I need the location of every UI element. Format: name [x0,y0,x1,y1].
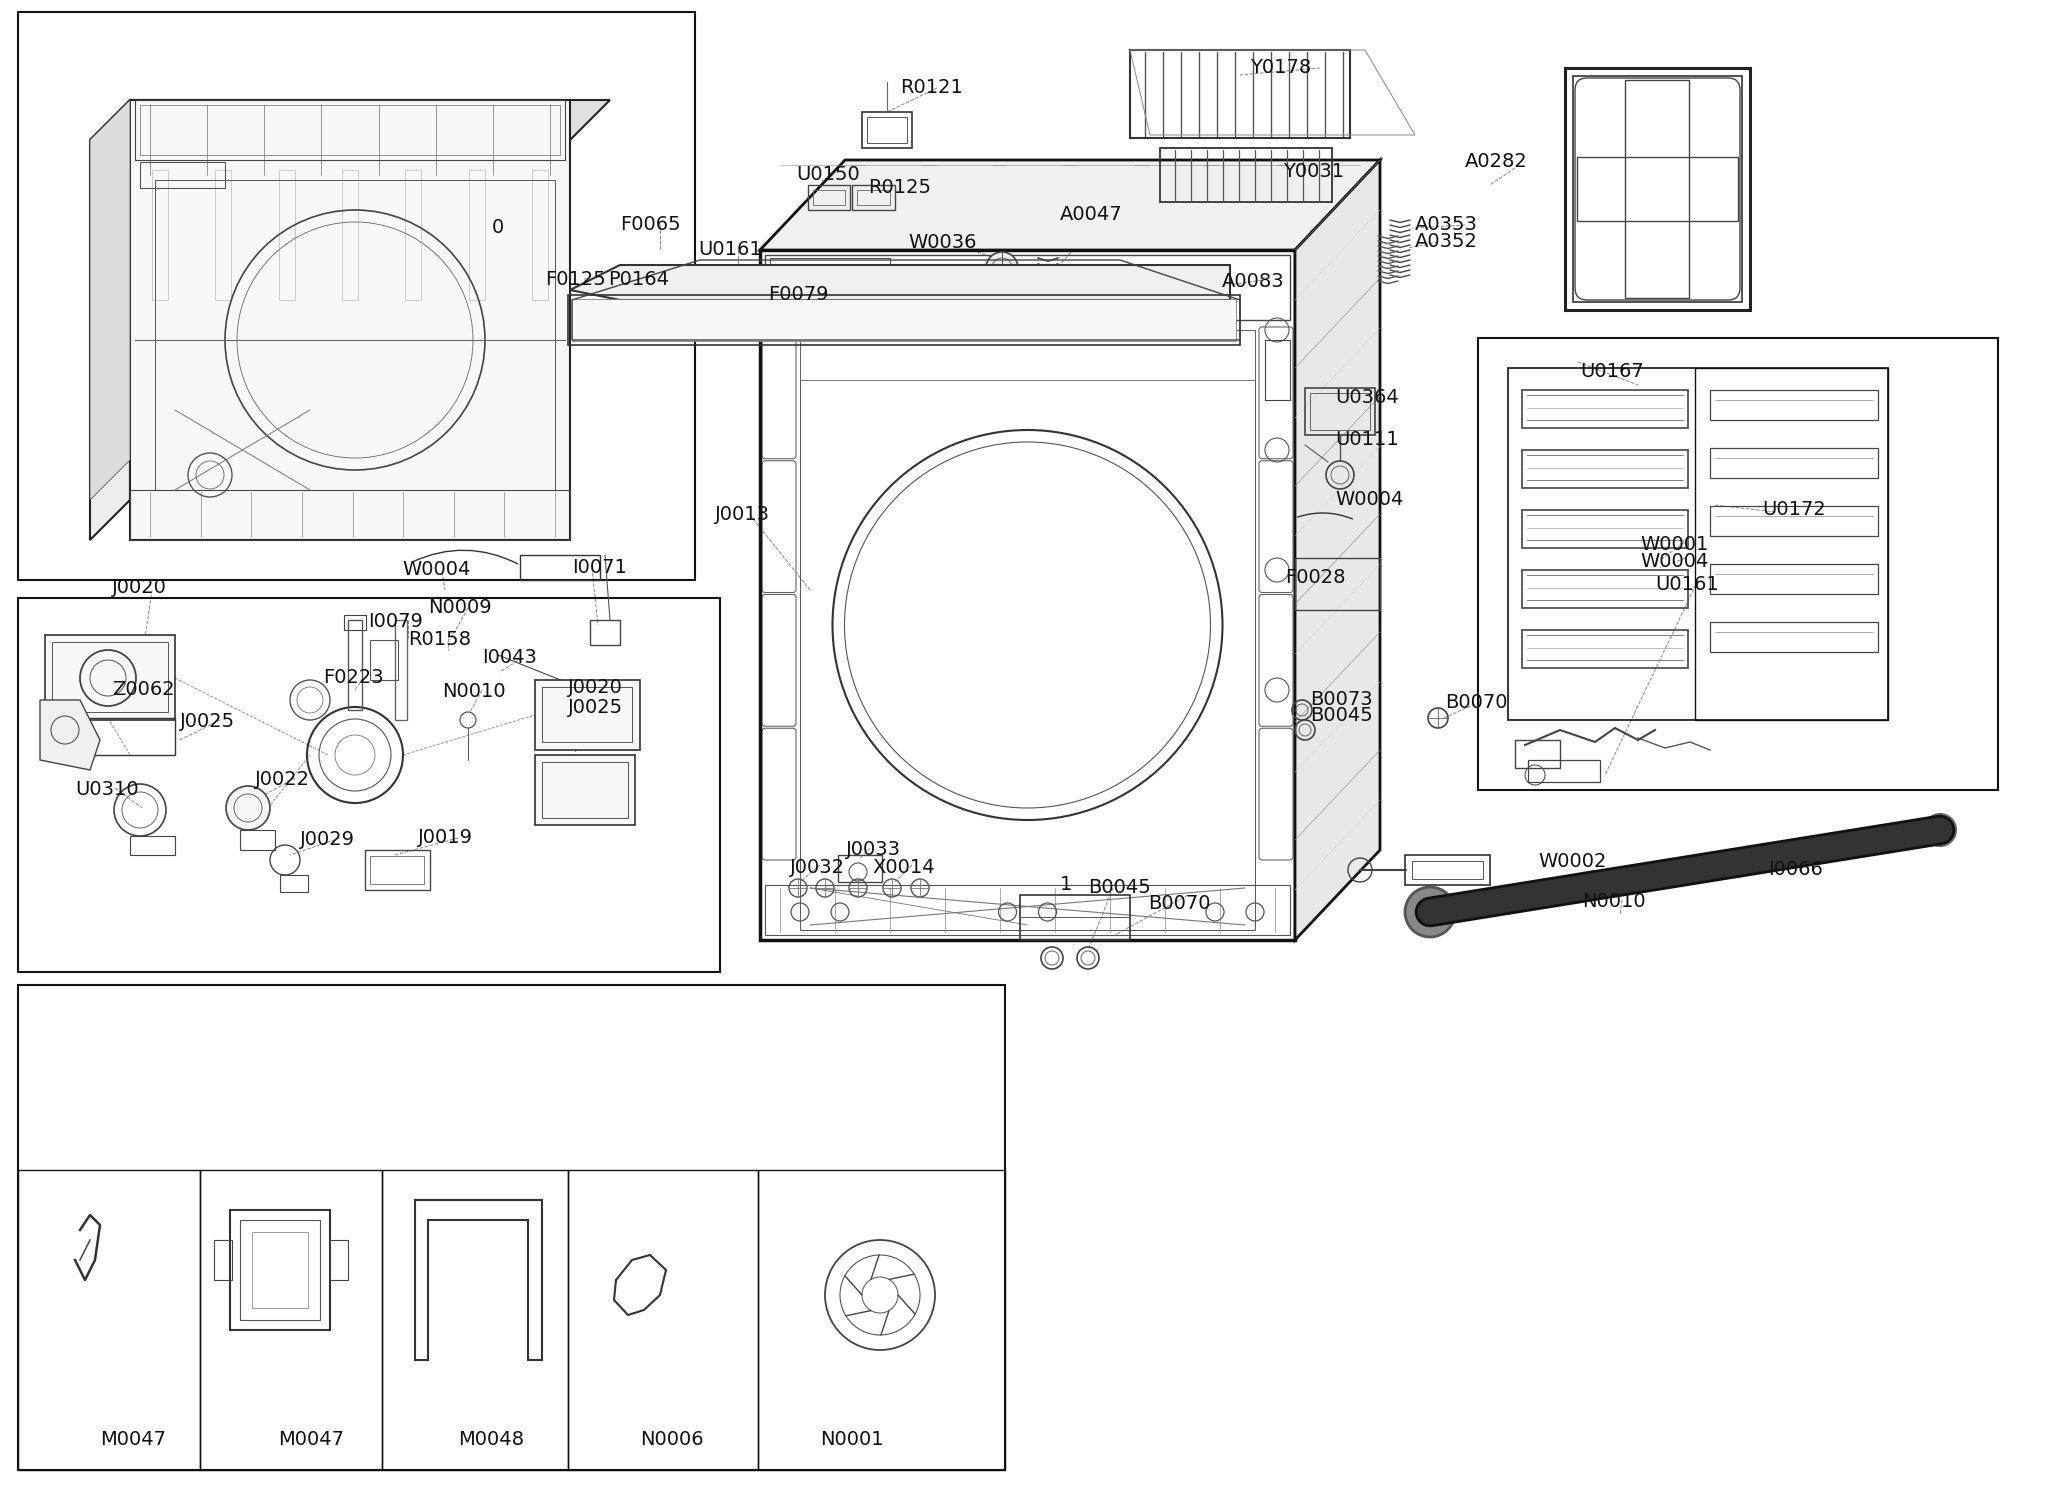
Text: B0070: B0070 [1446,694,1507,712]
Text: B0073: B0073 [1311,691,1372,709]
Text: A0353: A0353 [1415,215,1479,234]
Text: J0019: J0019 [418,828,473,848]
Circle shape [225,786,270,830]
Text: U0167: U0167 [1579,363,1645,381]
Text: W0002: W0002 [1538,852,1606,870]
Text: Z0062: Z0062 [113,680,174,700]
Text: F0079: F0079 [768,286,829,304]
Text: F0125: F0125 [545,270,606,289]
Text: U0364: U0364 [1335,388,1399,406]
Text: J0029: J0029 [299,830,354,849]
Text: P0164: P0164 [608,270,670,289]
Text: J0032: J0032 [791,858,846,876]
Text: R0125: R0125 [868,178,932,196]
Text: A0282: A0282 [1464,153,1528,171]
Text: F0065: F0065 [621,215,680,234]
Ellipse shape [133,263,162,317]
Text: U0161: U0161 [1655,576,1718,594]
Text: I0043: I0043 [481,648,537,666]
Text: N0009: N0009 [428,598,492,616]
Text: M0048: M0048 [459,1429,524,1449]
Text: W0004: W0004 [1335,490,1403,509]
Text: J0025: J0025 [567,698,623,718]
Polygon shape [1294,160,1380,940]
Text: B0070: B0070 [1149,895,1210,913]
Text: N0010: N0010 [1581,891,1647,911]
Text: A0083: A0083 [1223,272,1284,292]
Text: 0: 0 [492,218,504,237]
Circle shape [1923,814,1956,846]
Text: F0028: F0028 [1284,568,1346,586]
Text: U0150: U0150 [797,165,860,184]
Polygon shape [90,100,129,500]
Text: 1: 1 [1061,875,1073,895]
Text: R0121: R0121 [899,79,963,97]
Text: I0066: I0066 [1767,860,1823,879]
Text: W0004: W0004 [401,561,471,579]
Polygon shape [571,299,1237,341]
Text: I0079: I0079 [369,612,422,632]
Text: M0047: M0047 [279,1429,344,1449]
Text: J0022: J0022 [256,771,309,789]
Polygon shape [90,100,129,539]
Text: N0010: N0010 [442,681,506,701]
Text: B0045: B0045 [1311,706,1372,725]
Text: A0047: A0047 [1061,205,1122,224]
Text: U0310: U0310 [76,780,139,799]
Text: Y0178: Y0178 [1249,57,1311,77]
Circle shape [1405,887,1454,937]
Text: U0172: U0172 [1761,500,1825,518]
Text: Y0031: Y0031 [1282,162,1343,181]
Polygon shape [45,635,174,721]
Circle shape [985,252,1018,284]
Text: W0004: W0004 [1640,552,1708,571]
Text: J0020: J0020 [567,678,623,697]
Polygon shape [129,100,569,539]
Polygon shape [90,100,610,141]
Ellipse shape [133,183,162,237]
Text: I0071: I0071 [571,558,627,577]
Text: A0352: A0352 [1415,233,1479,251]
Polygon shape [41,700,100,771]
Ellipse shape [133,423,162,477]
Text: R0158: R0158 [408,630,471,650]
Text: M0047: M0047 [100,1429,166,1449]
Polygon shape [760,160,1380,249]
Text: U0161: U0161 [698,240,762,258]
Polygon shape [569,264,1231,301]
Text: J0025: J0025 [180,712,236,731]
Text: J0033: J0033 [846,840,901,858]
Polygon shape [535,756,635,825]
Text: W0001: W0001 [1640,535,1708,555]
Text: X0014: X0014 [872,858,934,876]
Text: B0045: B0045 [1087,878,1151,898]
Text: N0001: N0001 [819,1429,883,1449]
Text: N0006: N0006 [639,1429,705,1449]
Text: U0111: U0111 [1335,431,1399,449]
Polygon shape [535,680,639,749]
Text: J0020: J0020 [113,579,166,597]
Ellipse shape [133,343,162,397]
Circle shape [1415,898,1444,926]
Text: W0036: W0036 [907,233,977,252]
Text: J0013: J0013 [715,505,770,524]
Text: F0223: F0223 [324,668,383,688]
